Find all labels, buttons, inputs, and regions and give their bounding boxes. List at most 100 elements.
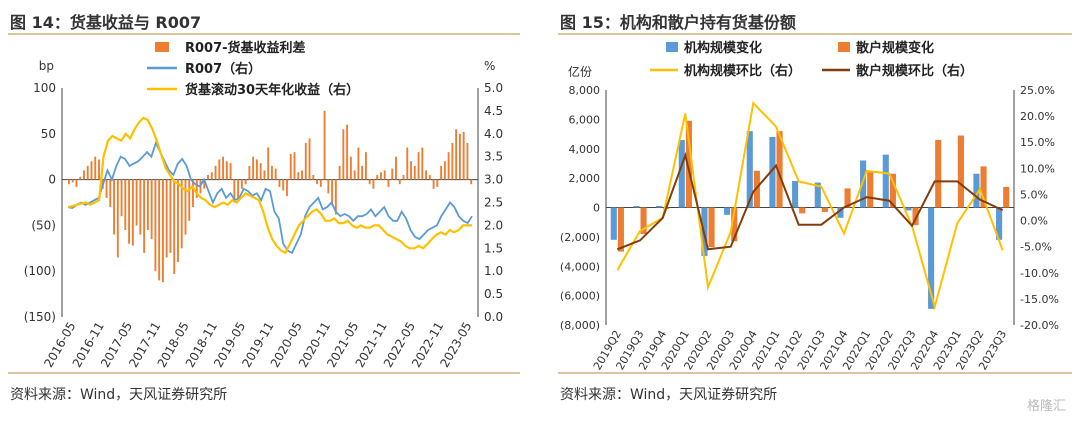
spread-bar: [146, 179, 149, 230]
spread-bar: [413, 165, 416, 180]
spread-bar: [323, 110, 326, 180]
spread-bar: [398, 179, 401, 185]
spread-bar: [346, 124, 349, 180]
y-tick-right: 15.0%: [1020, 136, 1055, 149]
spread-bar: [214, 165, 217, 180]
spread-bar: [143, 179, 146, 253]
legend-label: R007（右）: [185, 61, 261, 77]
y-tick-left: 50: [41, 127, 56, 141]
spread-bar: [462, 131, 465, 180]
spread-bar: [218, 159, 221, 180]
spread-bar: [466, 142, 469, 180]
y-tick-left: (4,000): [560, 260, 600, 273]
spread-bar: [173, 179, 176, 274]
spread-bar: [222, 156, 225, 180]
spread-bar: [274, 168, 277, 180]
retail-change-bar: [640, 207, 647, 234]
legend-label: R007-货基收益利差: [185, 40, 306, 56]
spread-bar: [391, 168, 394, 180]
spread-bar: [225, 161, 228, 180]
spread-bar: [237, 179, 240, 198]
spread-bar: [116, 179, 119, 258]
legend-label: 机构规模环比（右）: [684, 63, 801, 79]
spread-bar: [357, 147, 360, 180]
institution-change-bar: [905, 207, 912, 211]
spread-bar: [470, 179, 473, 185]
spread-bar: [451, 142, 454, 180]
spread-bar: [338, 165, 341, 180]
retail-change-bar: [731, 207, 738, 242]
y-tick-right: 5.0: [484, 81, 503, 95]
spread-bar: [410, 161, 412, 180]
left-chart-svg: bp % 100 50 0 (50) (100) (150) 5.0 4.5 4.0 3.5 3.0 2.…: [24, 40, 503, 370]
left-chart-panel: 图 14：货基收益与 R007 bp% 100 50 0 (50) (100) (150) 5…: [0, 0, 528, 422]
left-chart-title: 图 14：货基收益与 R007: [10, 13, 202, 32]
y-tick-right: 5.0%: [1020, 188, 1048, 201]
spread-bar: [195, 179, 198, 198]
y-tick-right: -5.0%: [1020, 241, 1052, 254]
spread-bar: [361, 165, 364, 180]
y-tick-left: (2,000): [560, 231, 600, 244]
institution-change-bar: [769, 137, 776, 208]
spread-bar: [428, 175, 431, 180]
spread-bar: [263, 170, 266, 180]
right-chart-svg: 亿份 8,000 6,000 4,000 2,000 0 (2,000) (4,000) (6,…: [560, 40, 1059, 370]
y-tick-left: 4,000: [569, 143, 601, 156]
y-tick-right: 0.0%: [1020, 215, 1048, 228]
y-tick-right: 4.5: [484, 104, 503, 118]
y-tick-left: 100: [33, 81, 56, 95]
left-source-note: 资料来源：Wind，天风证券研究所: [10, 387, 228, 403]
spread-bar: [278, 179, 281, 187]
retail-change-bar: [776, 131, 783, 208]
right-source-rule: [558, 372, 1072, 374]
spread-bar: [286, 179, 288, 197]
spread-bar: [289, 153, 292, 180]
spread-bar: [259, 163, 262, 180]
spread-bar: [443, 161, 446, 180]
spread-bar: [154, 179, 157, 272]
spread-bar: [331, 179, 334, 206]
institution-change-bar: [996, 207, 1003, 240]
legend-swatch: [666, 42, 678, 52]
spread-bar: [131, 179, 134, 246]
spread-bar: [342, 129, 345, 180]
spread-bar: [301, 170, 303, 180]
spread-bar: [383, 170, 386, 180]
spread-bar: [135, 179, 138, 226]
legend-label: 散户规模变化: [856, 40, 934, 56]
y-tick-left: 8,000: [569, 84, 601, 97]
spread-bar: [364, 152, 367, 180]
spread-bar: [440, 165, 443, 180]
retail-qoq-line: [616, 151, 1004, 251]
y-tick-right: 3.5: [484, 150, 503, 164]
y-tick-right: -15.0%: [1020, 293, 1059, 306]
right-source-note: 资料来源：Wind，天风证券研究所: [560, 387, 778, 403]
spread-bar: [387, 179, 390, 187]
spread-bar: [165, 179, 168, 258]
spread-bar: [319, 179, 322, 187]
spread-bar: [113, 179, 115, 235]
institution-change-bar: [746, 131, 753, 208]
spread-bar: [161, 179, 164, 283]
spread-bar: [293, 152, 296, 180]
institution-change-bar: [950, 207, 957, 208]
y-tick-right: 25.0%: [1020, 84, 1055, 97]
institution-change-bar: [633, 206, 640, 208]
spread-bar: [312, 175, 315, 180]
spread-bar: [255, 159, 258, 180]
spread-bar: [79, 176, 82, 180]
spread-bar: [380, 172, 382, 180]
left-title-rule: [8, 33, 520, 35]
spread-bar: [83, 170, 85, 180]
spread-bar: [421, 147, 424, 180]
spread-bar: [86, 165, 89, 180]
left-unit-label: 亿份: [568, 64, 592, 79]
spread-bar: [75, 179, 78, 187]
retail-change-bar: [889, 173, 896, 208]
institution-change-bar: [610, 207, 617, 240]
spread-bar: [432, 179, 435, 189]
left-source-rule: [8, 372, 520, 374]
spread-bar: [252, 156, 255, 180]
y-tick-left: 0: [593, 202, 600, 215]
spread-bar: [308, 138, 311, 180]
